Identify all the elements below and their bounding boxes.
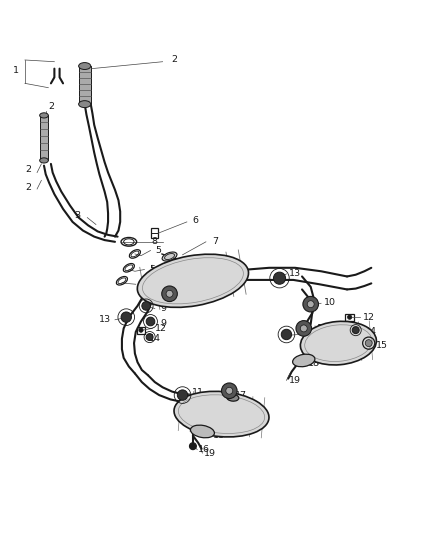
Text: 15: 15 [376,341,388,350]
Circle shape [139,328,143,332]
Text: 18: 18 [213,431,225,440]
Text: 3: 3 [74,212,80,220]
Ellipse shape [191,425,215,438]
Circle shape [162,286,177,302]
Text: 9: 9 [160,304,166,313]
Ellipse shape [293,354,315,367]
Ellipse shape [138,254,248,308]
Text: 5: 5 [141,280,147,289]
Circle shape [365,340,372,346]
Ellipse shape [162,252,177,261]
Text: 19: 19 [204,449,216,458]
Circle shape [300,325,307,332]
Text: 19: 19 [289,376,301,385]
Circle shape [296,321,311,336]
Circle shape [303,296,318,312]
Circle shape [307,301,314,308]
Text: 18: 18 [308,359,320,368]
Bar [345,314,354,321]
Text: 17: 17 [235,391,247,400]
Bar [137,327,145,334]
Text: 6: 6 [193,216,198,225]
Text: 13: 13 [289,269,301,278]
Circle shape [142,302,151,310]
Ellipse shape [79,101,91,108]
Bar [40,116,48,160]
Text: 14: 14 [149,334,161,343]
Text: 2: 2 [25,183,32,192]
Text: 11: 11 [192,388,204,397]
Circle shape [347,315,352,319]
Text: 2: 2 [48,102,54,111]
Circle shape [352,327,359,334]
Circle shape [166,290,173,297]
Text: 12: 12 [363,313,374,321]
Text: 9: 9 [160,319,166,328]
Text: 2: 2 [25,165,32,174]
Circle shape [146,334,153,341]
Ellipse shape [174,391,269,437]
Ellipse shape [40,113,48,118]
Text: 7: 7 [212,237,219,246]
Text: 13: 13 [99,315,111,324]
Text: 16: 16 [198,445,210,454]
Bar [152,228,158,238]
Circle shape [146,317,155,326]
Bar [79,66,91,104]
Text: 10: 10 [324,298,336,307]
Text: 5: 5 [149,265,155,274]
Ellipse shape [79,62,91,69]
Circle shape [226,387,233,394]
Circle shape [273,272,286,284]
Text: 10: 10 [184,287,195,296]
Text: 14: 14 [365,327,377,336]
Ellipse shape [40,158,48,163]
Ellipse shape [300,321,376,365]
Text: 5: 5 [155,246,161,255]
Text: 1: 1 [13,66,19,75]
Text: 8: 8 [152,237,158,246]
Text: 11: 11 [302,330,314,339]
Circle shape [121,312,131,322]
Circle shape [222,383,237,399]
Text: 10: 10 [317,324,329,333]
Text: 2: 2 [171,55,177,64]
Ellipse shape [227,394,239,401]
Circle shape [281,329,292,340]
Text: 12: 12 [155,324,167,333]
Circle shape [190,443,196,450]
Circle shape [177,390,188,400]
